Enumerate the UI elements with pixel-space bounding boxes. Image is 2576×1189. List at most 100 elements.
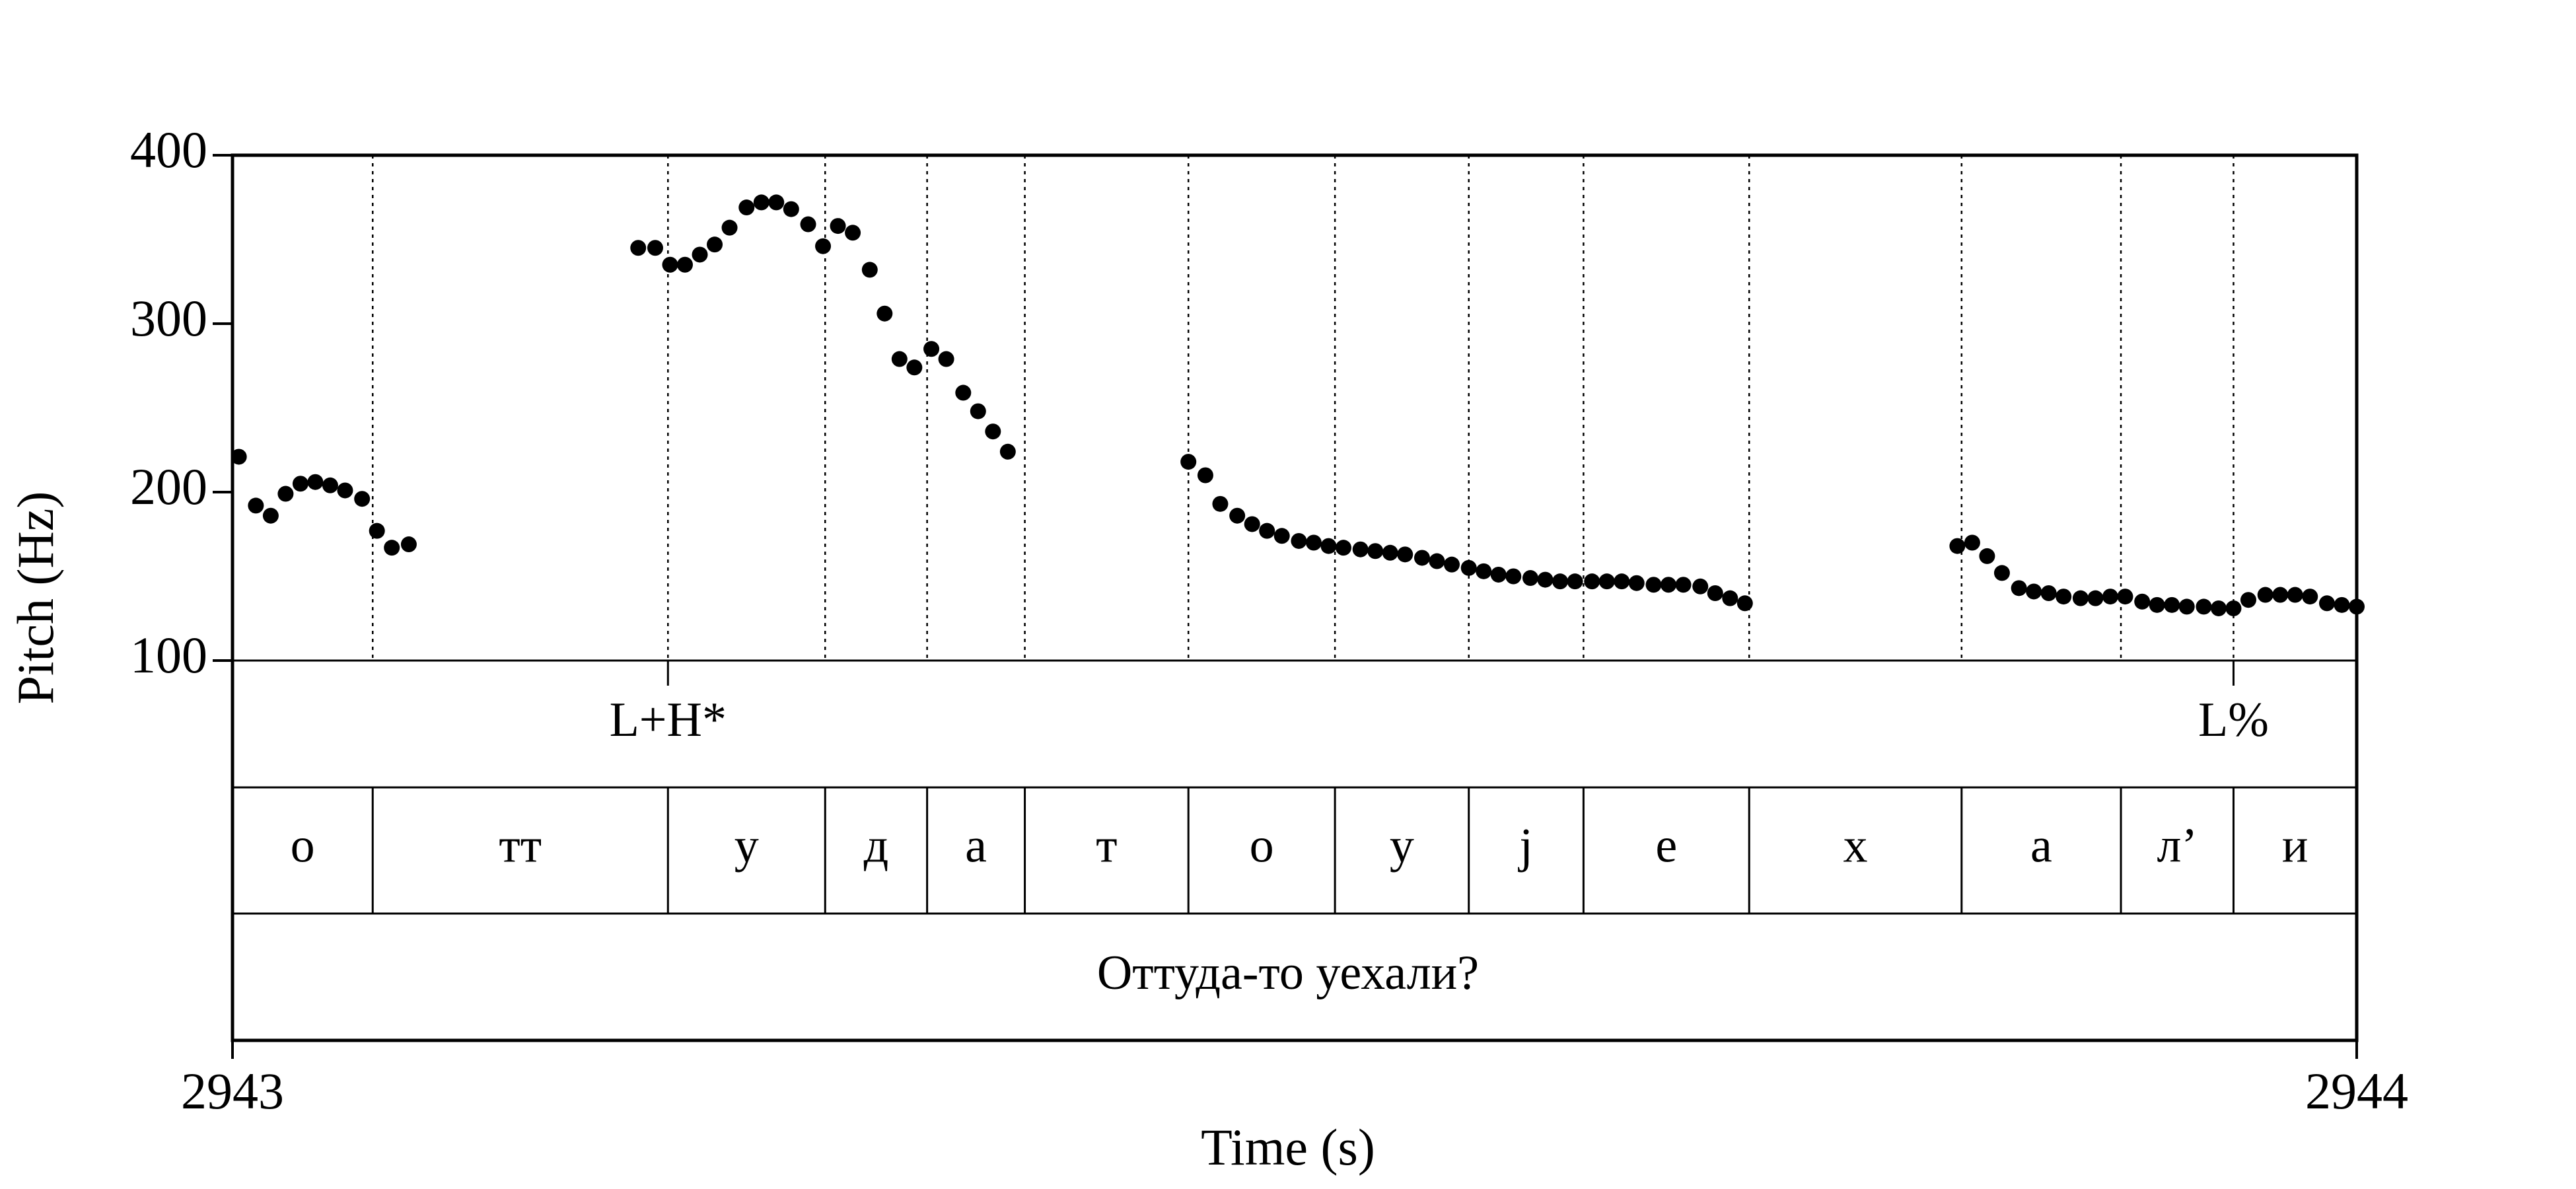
pitch-point	[647, 240, 663, 256]
pitch-point	[2196, 598, 2212, 615]
pitch-point	[2349, 598, 2365, 615]
pitch-point	[955, 384, 972, 401]
tone-tier: L+H* L%	[610, 661, 2269, 747]
pitch-point	[1291, 532, 1307, 549]
pitch-point	[1244, 516, 1260, 532]
utterance-label: Оттуда-то уехали?	[1097, 946, 1479, 1000]
x-axis-label: Time (s)	[1201, 1118, 1375, 1176]
pitch-point	[1259, 522, 1275, 539]
pitch-point	[800, 216, 816, 233]
segment-label: д	[864, 818, 889, 873]
pitch-point	[1522, 570, 1538, 587]
pitch-point	[861, 262, 878, 278]
pitch-point	[1552, 573, 1568, 590]
x-tick-label: 2944	[2305, 1062, 2408, 1120]
pitch-point	[707, 236, 723, 253]
pitch-point	[1367, 543, 1384, 559]
pitch-point	[692, 246, 708, 263]
pitch-points	[231, 194, 2365, 616]
pitch-point	[354, 491, 371, 507]
pitch-point	[400, 536, 417, 553]
pitch-point	[1413, 550, 1430, 566]
pitch-point	[2117, 589, 2133, 605]
pitch-point	[1645, 577, 1662, 593]
y-axis-label: Pitch (Hz)	[7, 491, 64, 705]
pitch-point	[1567, 573, 1583, 590]
pitch-point	[2178, 598, 2195, 615]
plot-border	[231, 153, 2359, 1042]
pitch-point	[1979, 548, 1995, 564]
pitch-point	[1584, 573, 1600, 590]
pitch-point	[2225, 600, 2242, 616]
pitch-point	[2272, 587, 2289, 603]
pitch-point	[248, 497, 264, 514]
pitch-point	[2011, 580, 2027, 596]
pitch-point	[2210, 600, 2227, 616]
pitch-point	[906, 359, 923, 376]
pitch-point	[231, 449, 247, 465]
pitch-point	[384, 540, 400, 556]
pitch-point	[985, 423, 1001, 440]
y-tick-label: 300	[130, 289, 207, 347]
y-axis-ticks: 100 200 300 400	[130, 121, 233, 684]
pitch-point	[337, 482, 353, 499]
pitch-point	[630, 240, 647, 256]
pitch-point	[1505, 568, 1522, 585]
pitch-point	[815, 238, 832, 254]
pitch-point	[2302, 589, 2318, 605]
pitch-point	[369, 522, 385, 539]
pitch-point	[1180, 454, 1197, 470]
pitch-point	[1352, 541, 1369, 558]
pitch-point	[2134, 593, 2151, 610]
pitch-point	[662, 256, 678, 273]
pitch-point	[2287, 587, 2303, 603]
segment-label: у	[1390, 818, 1414, 873]
pitch-point	[1429, 553, 1445, 569]
pitch-point	[768, 194, 785, 211]
pitch-point	[1628, 575, 1645, 591]
pitch-point	[2026, 583, 2042, 600]
x-tick-label: 2943	[181, 1062, 284, 1120]
pitch-point	[1320, 538, 1337, 554]
pitch-point	[721, 219, 738, 236]
segment-label: о	[1250, 818, 1274, 873]
pitch-point	[2334, 596, 2350, 613]
pitch-point	[1537, 571, 1554, 588]
pitch-point	[970, 403, 986, 419]
pitch-point	[2056, 589, 2072, 605]
pitch-point	[2102, 589, 2118, 605]
segment-boundaries	[371, 155, 2235, 914]
pitch-point	[1707, 585, 1723, 601]
tone-label: L+H*	[610, 693, 727, 747]
pitch-point	[1598, 573, 1615, 590]
pitch-point	[1397, 546, 1413, 563]
pitch-point	[677, 256, 694, 273]
segment-label: а	[965, 818, 987, 873]
pitch-point	[2257, 587, 2273, 603]
segment-label: л’	[2157, 818, 2198, 873]
segment-label: j	[1517, 818, 1533, 873]
pitch-point	[923, 341, 940, 357]
segment-label: т	[1096, 818, 1117, 873]
pitch-point	[1993, 565, 2010, 581]
pitch-point	[738, 199, 755, 216]
pitch-point	[2240, 592, 2256, 608]
pitch-point	[277, 486, 294, 502]
segment-label: у	[734, 818, 759, 873]
pitch-point	[2164, 596, 2180, 613]
pitch-point	[1675, 577, 1692, 593]
segment-label: е	[1655, 818, 1677, 873]
pitch-point	[1661, 577, 1677, 593]
segment-tier: о тт у д а т о у j е х а л’ и	[291, 818, 2308, 873]
pitch-point	[1273, 528, 1290, 544]
pitch-point	[753, 194, 769, 211]
pitch-point	[891, 351, 908, 367]
pitch-point	[1949, 538, 1966, 554]
pitch-point	[1736, 595, 1753, 612]
pitch-point	[307, 474, 324, 490]
segment-label: о	[291, 818, 315, 873]
tone-label: L%	[2198, 693, 2269, 747]
y-tick-label: 100	[130, 626, 207, 684]
pitch-point	[1212, 495, 1229, 512]
